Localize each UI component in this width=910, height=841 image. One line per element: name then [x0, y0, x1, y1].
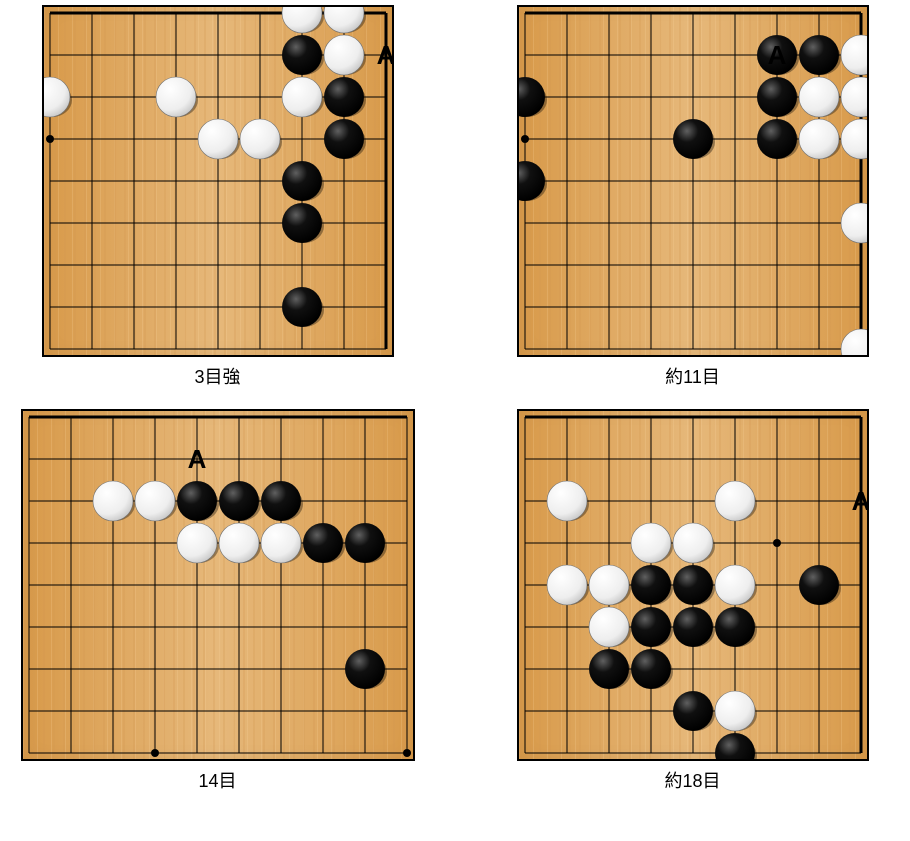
- stone: [219, 523, 259, 563]
- stone: [240, 119, 280, 159]
- stone: [282, 203, 322, 243]
- go-board: A: [21, 409, 415, 761]
- stone: [282, 77, 322, 117]
- board-label: A: [376, 40, 391, 70]
- go-board: A: [517, 5, 869, 357]
- stone: [673, 119, 713, 159]
- stone: [841, 329, 867, 355]
- stone: [673, 607, 713, 647]
- stone: [841, 35, 867, 75]
- stone: [177, 481, 217, 521]
- stone: [589, 607, 629, 647]
- stone: [345, 523, 385, 563]
- stone: [324, 77, 364, 117]
- stone: [715, 481, 755, 521]
- stone: [261, 481, 301, 521]
- stone: [547, 481, 587, 521]
- stone: [757, 119, 797, 159]
- stone: [135, 481, 175, 521]
- stone: [799, 565, 839, 605]
- board-caption: 約18目: [664, 767, 720, 793]
- stone: [841, 203, 867, 243]
- stone: [219, 481, 259, 521]
- stone: [631, 565, 671, 605]
- stone: [547, 565, 587, 605]
- stone: [93, 481, 133, 521]
- stone: [282, 161, 322, 201]
- boards-grid: A 3目強 A 約11目 A 14目 A 約18目: [5, 5, 905, 793]
- stone: [631, 607, 671, 647]
- stone: [673, 691, 713, 731]
- stone: [715, 691, 755, 731]
- board-panel: A 3目強: [5, 5, 430, 389]
- board-label: A: [187, 444, 206, 474]
- board-panel: A 14目: [5, 409, 430, 793]
- board-caption: 約11目: [665, 363, 720, 389]
- stone: [282, 287, 322, 327]
- stone: [799, 77, 839, 117]
- stone: [715, 733, 755, 759]
- stone: [345, 649, 385, 689]
- stone: [631, 523, 671, 563]
- stone: [799, 35, 839, 75]
- stone: [261, 523, 301, 563]
- stone: [324, 35, 364, 75]
- stone: [282, 35, 322, 75]
- stone: [841, 77, 867, 117]
- go-board: A: [517, 409, 869, 761]
- board-caption: 3目強: [194, 363, 240, 389]
- stone: [303, 523, 343, 563]
- stone: [324, 119, 364, 159]
- stone: [757, 77, 797, 117]
- stone: [631, 649, 671, 689]
- stone: [589, 565, 629, 605]
- board-caption: 14目: [198, 767, 236, 793]
- stone: [198, 119, 238, 159]
- stone: [715, 607, 755, 647]
- go-board: A: [42, 5, 394, 357]
- stone: [177, 523, 217, 563]
- board-label: A: [851, 486, 866, 516]
- stone: [715, 565, 755, 605]
- board-panel: A 約11目: [480, 5, 905, 389]
- stone: [841, 119, 867, 159]
- stone: [156, 77, 196, 117]
- stone: [589, 649, 629, 689]
- board-label: A: [767, 40, 786, 70]
- board-panel: A 約18目: [480, 409, 905, 793]
- stone: [673, 523, 713, 563]
- stone: [799, 119, 839, 159]
- stone: [673, 565, 713, 605]
